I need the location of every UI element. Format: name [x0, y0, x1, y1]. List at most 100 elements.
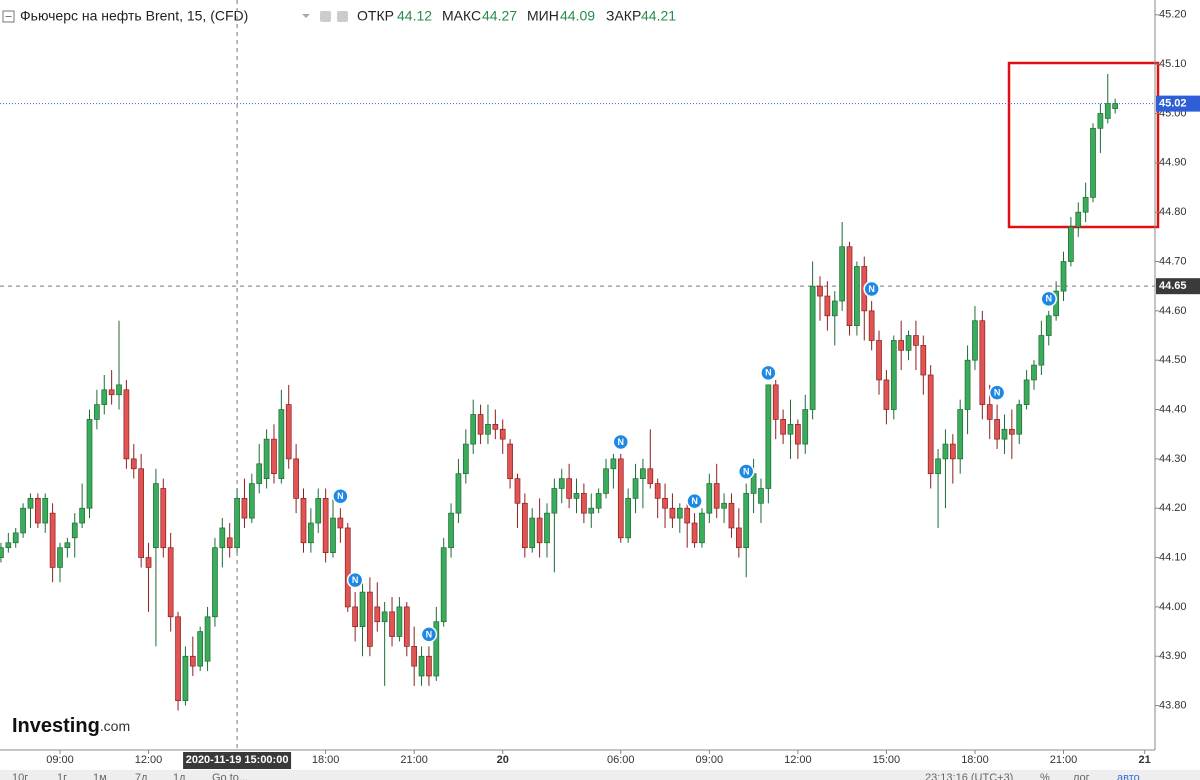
crosshair-price-label: 44.65: [1159, 280, 1187, 292]
x-tick-label: 09:00: [696, 754, 724, 766]
candle-body: [440, 547, 447, 623]
y-tick-label: 43.80: [1159, 699, 1187, 711]
toolbar-button[interactable]: 1г: [57, 772, 67, 780]
toolbar: [0, 770, 1200, 780]
toolbar-button[interactable]: Go to...: [212, 772, 248, 780]
news-marker[interactable]: N: [686, 492, 703, 510]
candle-body: [389, 611, 395, 637]
candle-body: [49, 512, 56, 568]
close-icon[interactable]: [337, 11, 348, 22]
candle-body: [197, 631, 204, 667]
news-marker[interactable]: N: [612, 433, 630, 451]
ohlc-label: МИН: [527, 8, 559, 24]
candle-body: [492, 423, 499, 430]
candle-body: [101, 389, 108, 405]
toolbar-button[interactable]: %: [1040, 772, 1050, 780]
candle-body: [426, 655, 432, 677]
news-circle: [737, 463, 755, 480]
toolbar-button[interactable]: авто: [1117, 772, 1140, 780]
y-tick-label: 43.90: [1159, 650, 1187, 662]
ohlc-label: МАКС: [442, 8, 481, 24]
candle-body: [189, 655, 196, 667]
candle-body: [957, 409, 964, 460]
ohlc-label: ЗАКР: [606, 8, 641, 24]
candle-body: [322, 498, 329, 553]
logo-suffix: .com: [100, 718, 130, 734]
candle-body: [160, 488, 167, 549]
candle-body: [226, 537, 233, 549]
news-marker[interactable]: N: [420, 626, 438, 643]
candle-body: [1009, 428, 1015, 435]
settings-icon[interactable]: [320, 11, 331, 22]
candle-body: [699, 512, 705, 544]
crosshair-time-label: 2020-11-19 15:00:00: [186, 754, 289, 766]
dropdown-arrow[interactable]: [302, 14, 310, 18]
news-label: N: [426, 629, 433, 639]
candle-body: [595, 493, 602, 509]
y-tick-label: 44.00: [1159, 601, 1187, 613]
candle-body: [462, 443, 469, 475]
candle-body: [758, 488, 764, 504]
candle-body: [713, 483, 720, 509]
last-price-tag: [1156, 95, 1200, 112]
candle-body: [1038, 335, 1045, 366]
candle-body: [647, 468, 654, 484]
candle-body: [308, 522, 314, 544]
news-marker[interactable]: N: [760, 364, 777, 382]
candle-body: [831, 300, 838, 317]
candle-body: [839, 246, 845, 302]
news-marker[interactable]: N: [737, 463, 755, 480]
x-tick-label: 09:00: [46, 754, 74, 766]
news-marker[interactable]: N: [1040, 290, 1057, 308]
crosshair-price-tag: [1156, 278, 1200, 295]
toolbar-button[interactable]: 10г: [12, 772, 28, 780]
x-tick-label: 18:00: [312, 754, 340, 766]
news-label: N: [743, 466, 750, 476]
toolbar-button[interactable]: 1м: [93, 772, 107, 780]
candle-body: [71, 522, 78, 539]
collapse-icon[interactable]: [2, 10, 15, 23]
news-marker[interactable]: N: [346, 571, 364, 589]
news-marker[interactable]: N: [863, 280, 880, 298]
candle-body: [212, 547, 218, 618]
candle-body: [167, 547, 174, 618]
news-marker[interactable]: N: [332, 487, 349, 505]
candle-body: [728, 502, 735, 529]
x-tick-label: 21:00: [1050, 754, 1078, 766]
candle-body: [1060, 261, 1067, 292]
y-tick-label: 44.50: [1159, 354, 1187, 366]
candle-body: [1104, 103, 1111, 119]
candle-body: [735, 527, 742, 549]
candle-body: [455, 473, 462, 514]
candle-body: [986, 404, 993, 420]
candle-body: [367, 591, 373, 647]
news-label: N: [337, 491, 344, 501]
candle-body: [640, 468, 646, 479]
highlight-box: [1007, 61, 1160, 229]
candle-body: [684, 507, 691, 524]
toolbar-button[interactable]: 1д: [173, 772, 186, 780]
news-label: N: [994, 387, 1001, 397]
x-tick-label: 06:00: [607, 754, 635, 766]
candle-body: [964, 359, 971, 410]
news-circle: [686, 492, 703, 510]
toolbar-button[interactable]: 7д: [135, 772, 148, 780]
candle-body: [780, 419, 786, 435]
candle-body: [787, 423, 794, 435]
toolbar-button[interactable]: лог: [1073, 772, 1090, 780]
news-label: N: [765, 368, 772, 378]
ohlc-value: 44.27: [482, 8, 517, 24]
news-circle: [346, 571, 364, 589]
candle-body: [994, 419, 1000, 440]
candle-body: [795, 423, 801, 445]
candle-body: [1075, 211, 1082, 228]
crosshair-time-tag: [183, 752, 292, 769]
candle-body: [772, 384, 779, 420]
candle-body: [890, 340, 897, 410]
news-marker[interactable]: N: [988, 384, 1006, 401]
candle-body: [1068, 226, 1074, 262]
candle-body: [12, 532, 19, 544]
candle-body: [300, 498, 307, 544]
candle-body: [204, 616, 211, 662]
candle-body: [145, 557, 152, 568]
